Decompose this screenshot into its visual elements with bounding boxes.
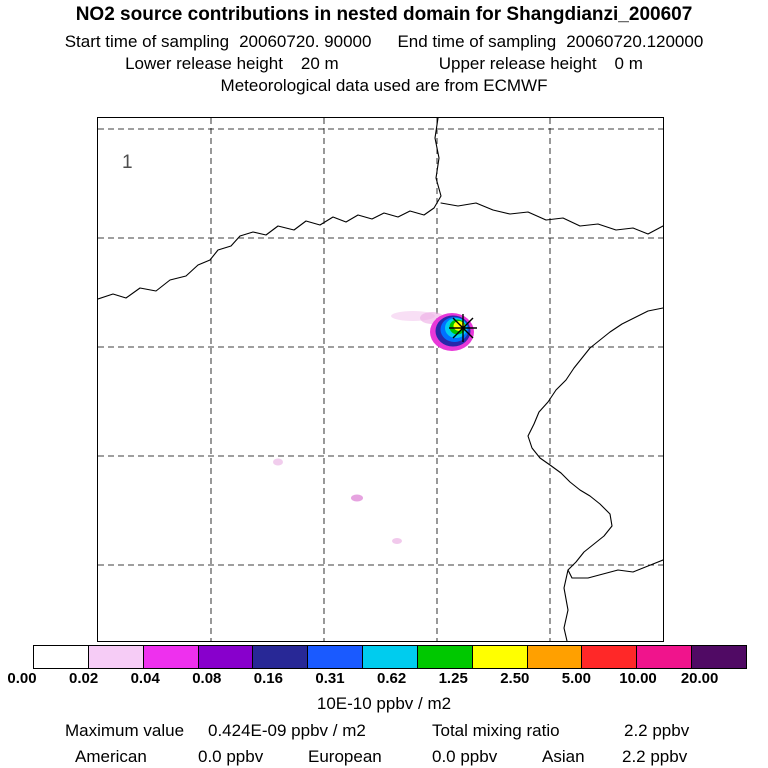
sampling-end-value: 20060720.120000 <box>566 32 704 51</box>
colorbar-units-label: 10E-10 ppbv / m2 <box>316 694 452 713</box>
max-value: 0.424E-09 ppbv / m2 <box>208 721 366 740</box>
colorbar-segment <box>636 646 692 668</box>
colorbar-segment <box>581 646 637 668</box>
lower-release-label: Lower release height <box>125 54 283 73</box>
colorbar-tick-label: 1.25 <box>438 670 468 687</box>
colorbar-tick-label: 0.04 <box>130 670 160 687</box>
mixing-ratio-value: 2.2 ppbv <box>624 721 690 740</box>
region-asian-label: Asian <box>542 747 585 766</box>
colorbar-segment <box>142 646 198 668</box>
upper-release: Upper release height 0 m <box>439 54 643 74</box>
region-american-label: American <box>75 747 147 766</box>
colorbar-ticks: 0.00 0.02 0.04 0.08 0.16 0.31 0.62 1.25 2.50 5.00… <box>0 670 768 688</box>
sampling-end-label: End time of sampling <box>397 32 557 51</box>
colorbar-segment <box>252 646 308 668</box>
lower-release-value: 20 m <box>300 54 339 73</box>
plot-title: NO2 source contributions in nested domai… <box>75 4 693 25</box>
domain-number-label: 1 <box>122 152 133 173</box>
colorbar-segment <box>471 646 527 668</box>
sampling-start: Start time of sampling 20060720. 90000 <box>65 32 372 52</box>
colorbar-tick-label: 0.00 <box>7 670 37 687</box>
colorbar-tick-label: 0.62 <box>376 670 407 687</box>
colorbar-segment <box>362 646 417 668</box>
map-panel: 1 <box>97 117 664 642</box>
colorbar-tick-label: 20.00 <box>680 670 719 687</box>
sampling-start-label: Start time of sampling <box>64 32 230 51</box>
sampling-end: End time of sampling 20060720.120000 <box>397 32 703 52</box>
colorbar-segment <box>416 646 472 668</box>
summary-line: Maximum value 0.424E-09 ppbv / m2 Total … <box>0 721 768 741</box>
colorbar-tick-label: 2.50 <box>500 670 530 687</box>
max-value-label: Maximum value <box>65 721 185 740</box>
colorbar-tick-label: 5.00 <box>561 670 591 687</box>
colorbar-segment <box>691 646 746 668</box>
region-contributions-line: American 0.0 ppbv European 0.0 ppbv Asia… <box>0 747 768 767</box>
colorbar-segment <box>87 646 143 668</box>
map-graphic <box>98 118 663 641</box>
grid-lines <box>98 118 663 641</box>
sampling-times-line: Start time of sampling 20060720. 90000 En… <box>0 32 768 52</box>
upper-release-value: 0 m <box>614 54 643 73</box>
colorbar <box>33 645 747 669</box>
colorbar-tick-label: 10.00 <box>619 670 657 687</box>
region-european-value: 0.0 ppbv <box>432 747 498 766</box>
colorbar-tick-label: 0.31 <box>315 670 345 687</box>
colorbar-tick-label: 0.08 <box>192 670 222 687</box>
coastline <box>98 118 663 641</box>
colorbar-segment <box>197 646 253 668</box>
colorbar-segment <box>526 646 582 668</box>
plume-traces <box>273 311 444 544</box>
region-american-value: 0.0 ppbv <box>198 747 264 766</box>
colorbar-segment <box>34 646 88 668</box>
sampling-start-value: 20060720. 90000 <box>239 32 372 51</box>
release-heights-line: Lower release height 20 m Upper release h… <box>0 54 768 74</box>
upper-release-label: Upper release height <box>438 54 597 73</box>
region-european-label: European <box>308 747 382 766</box>
colorbar-tick-label: 0.16 <box>253 670 283 687</box>
region-asian-value: 2.2 ppbv <box>622 747 688 766</box>
colorbar-segment <box>307 646 363 668</box>
lower-release: Lower release height 20 m <box>125 54 339 74</box>
met-source-line: Meteorological data used are from ECMWF <box>220 76 548 95</box>
receptor-marker-icon <box>449 314 477 342</box>
mixing-ratio-label: Total mixing ratio <box>432 721 560 740</box>
colorbar-tick-label: 0.02 <box>68 670 99 687</box>
